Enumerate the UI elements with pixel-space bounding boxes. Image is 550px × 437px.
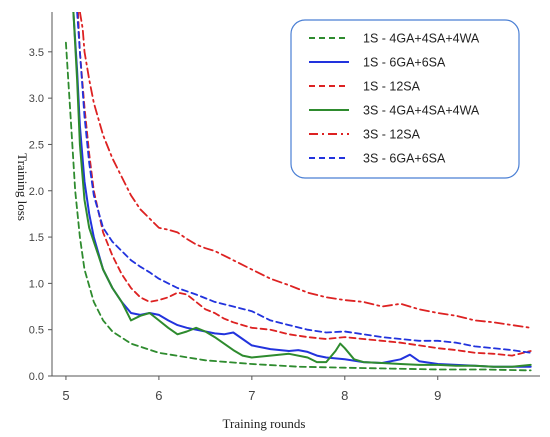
y-tick-label: 2.5 [29, 139, 44, 151]
legend-label-2: 1S - 6GA+6SA [363, 56, 446, 70]
x-tick-label: 5 [62, 388, 69, 403]
y-tick-label: 2.0 [29, 186, 44, 198]
legend-label-5: 3S - 12SA [363, 128, 421, 142]
y-tick-label: 0.0 [29, 371, 44, 383]
y-tick-label: 1.0 [29, 278, 44, 290]
series-line-4 [72, 12, 532, 368]
y-tick-label: 3.5 [29, 47, 44, 59]
series-line-1 [65, 41, 532, 372]
y-tick-label: 0.5 [29, 325, 44, 337]
x-tick-label: 8 [341, 388, 348, 403]
x-tick-label: 6 [155, 388, 162, 403]
legend-label-6: 3S - 6GA+6SA [363, 152, 446, 166]
series-line-6 [76, 12, 532, 354]
legend-box [290, 19, 520, 179]
legend-label-4: 3S - 4GA+4SA+4WA [363, 104, 480, 118]
series-line-3 [77, 12, 532, 357]
legend-label-3: 1S - 12SA [363, 80, 421, 94]
y-tick-label: 3.0 [29, 93, 44, 105]
x-axis-title: Training rounds [223, 416, 306, 431]
x-tick-label: 9 [434, 388, 441, 403]
series-line-5 [79, 12, 532, 329]
x-tick-label: 7 [248, 388, 255, 403]
y-axis-title: Training loss [15, 153, 30, 221]
legend-label-1: 1S - 4GA+4SA+4WA [363, 32, 480, 46]
y-tick-label: 1.5 [29, 232, 44, 244]
